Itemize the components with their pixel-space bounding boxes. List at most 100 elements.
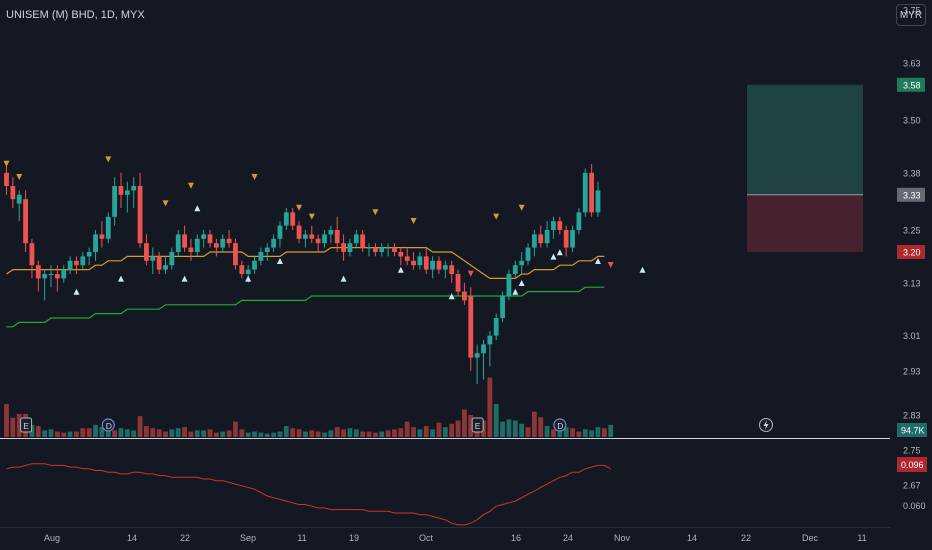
candle-body[interactable]: [512, 265, 518, 274]
candle-body[interactable]: [67, 260, 73, 270]
candle-body[interactable]: [226, 238, 232, 244]
candle-body[interactable]: [239, 265, 245, 274]
candle-body[interactable]: [144, 243, 149, 261]
candle-body[interactable]: [105, 216, 111, 239]
candle-body[interactable]: [86, 252, 92, 257]
candle-body[interactable]: [42, 274, 48, 279]
lightning-icon[interactable]: [759, 418, 773, 432]
candle-body[interactable]: [487, 335, 493, 345]
candle-body[interactable]: [277, 225, 283, 239]
candle-body[interactable]: [436, 260, 442, 270]
candle-body[interactable]: [80, 256, 86, 266]
candle-body[interactable]: [449, 265, 455, 274]
candle-body[interactable]: [252, 260, 257, 270]
candle-body[interactable]: [150, 256, 156, 261]
candle-body[interactable]: [175, 234, 181, 252]
position-target-zone[interactable]: [747, 84, 863, 195]
candle-body[interactable]: [589, 172, 595, 213]
candle-body[interactable]: [296, 225, 302, 239]
candle-body[interactable]: [137, 186, 143, 244]
candle-body[interactable]: [430, 260, 436, 270]
candle-body[interactable]: [385, 247, 391, 249]
candle-body[interactable]: [245, 269, 251, 274]
candle-body[interactable]: [48, 274, 54, 275]
candle-body[interactable]: [16, 194, 22, 204]
candle-body[interactable]: [93, 234, 98, 252]
dividend-event-icon[interactable]: D: [101, 418, 115, 432]
candle-body[interactable]: [500, 296, 505, 318]
candle-body[interactable]: [182, 234, 187, 248]
candle-body[interactable]: [366, 247, 372, 249]
candle-body[interactable]: [112, 186, 118, 217]
candle-body[interactable]: [283, 212, 289, 226]
candle-body[interactable]: [563, 230, 569, 248]
candle-body[interactable]: [525, 247, 531, 261]
candle-body[interactable]: [544, 230, 550, 244]
candle-body[interactable]: [74, 260, 79, 266]
candle-body[interactable]: [124, 190, 130, 195]
candle-body[interactable]: [201, 234, 207, 239]
candle-body[interactable]: [360, 234, 366, 248]
dividend-event-icon[interactable]: D: [553, 418, 567, 432]
candle-body[interactable]: [290, 212, 296, 226]
candle-body[interactable]: [379, 247, 385, 252]
candle-body[interactable]: [417, 256, 423, 266]
candle-body[interactable]: [455, 274, 461, 292]
position-stop-zone[interactable]: [747, 194, 863, 252]
candle-body[interactable]: [156, 256, 162, 270]
candle-body[interactable]: [468, 296, 474, 358]
time-axis[interactable]: Aug 14 22 Sep 11 19 Oct 16 24 Nov 14 22 Dec 11: [44, 533, 867, 543]
candle-body[interactable]: [163, 265, 168, 270]
candle-body[interactable]: [315, 238, 321, 244]
candle-body[interactable]: [309, 234, 315, 239]
candle-body[interactable]: [328, 230, 334, 235]
candle-body[interactable]: [570, 230, 575, 248]
candle-body[interactable]: [538, 234, 544, 244]
candle-body[interactable]: [99, 234, 105, 239]
candle-body[interactable]: [220, 238, 226, 248]
candle-body[interactable]: [322, 234, 327, 244]
candle-body[interactable]: [506, 274, 512, 296]
candle-body[interactable]: [423, 256, 429, 270]
currency-button[interactable]: MYR: [896, 4, 926, 26]
candle-body[interactable]: [188, 247, 194, 252]
candle-body[interactable]: [392, 247, 397, 252]
candle-body[interactable]: [442, 265, 448, 270]
candle-body[interactable]: [264, 247, 270, 252]
candle-body[interactable]: [207, 234, 213, 244]
candle-body[interactable]: [551, 221, 556, 230]
candle-body[interactable]: [29, 243, 35, 266]
candle-body[interactable]: [341, 243, 346, 252]
candle-body[interactable]: [557, 221, 563, 230]
candle-body[interactable]: [372, 247, 378, 252]
earnings-event-icon[interactable]: E: [471, 417, 484, 433]
candle-body[interactable]: [118, 186, 124, 195]
candle-body[interactable]: [347, 243, 353, 252]
candle-body[interactable]: [531, 234, 537, 248]
candle-body[interactable]: [10, 186, 16, 200]
candle-body[interactable]: [334, 230, 340, 244]
candle-body[interactable]: [493, 318, 499, 336]
candle-body[interactable]: [474, 353, 480, 358]
candle-body[interactable]: [23, 199, 28, 244]
candle-body[interactable]: [4, 172, 9, 186]
candle-body[interactable]: [411, 260, 416, 266]
candle-body[interactable]: [54, 274, 60, 279]
price-axis[interactable]: 3.883.753.633.503.383.253.133.012.932.83…: [897, 0, 925, 491]
candle-body[interactable]: [595, 190, 601, 213]
candle-body[interactable]: [582, 172, 588, 213]
candle-body[interactable]: [462, 291, 467, 301]
candle-body[interactable]: [398, 252, 404, 257]
candle-body[interactable]: [353, 234, 359, 244]
candle-body[interactable]: [519, 260, 525, 266]
candle-body[interactable]: [258, 252, 264, 261]
candle-body[interactable]: [404, 256, 410, 261]
candle-body[interactable]: [35, 265, 41, 279]
earnings-event-icon[interactable]: E: [20, 417, 33, 433]
candle-body[interactable]: [576, 212, 582, 230]
candle-body[interactable]: [61, 269, 67, 279]
candle-body[interactable]: [131, 186, 137, 191]
candle-body[interactable]: [213, 243, 219, 248]
candle-body[interactable]: [271, 238, 277, 248]
